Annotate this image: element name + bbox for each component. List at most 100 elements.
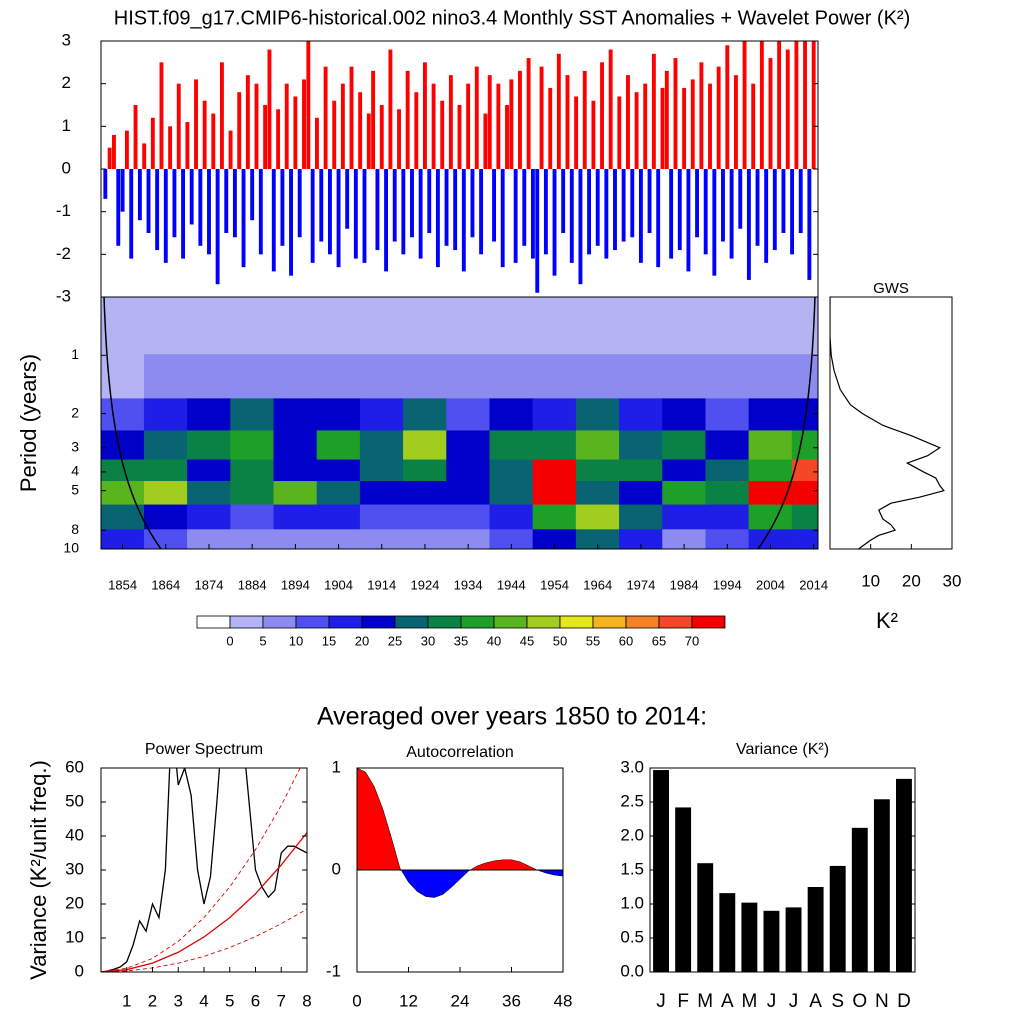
- power-cell: [619, 430, 663, 461]
- spectrum-line: [101, 768, 301, 972]
- colorbar-box: [394, 615, 429, 629]
- power-cell: [489, 459, 534, 482]
- bar: [112, 134, 116, 169]
- power-cell: [791, 354, 818, 399]
- x-tick-label: 8: [302, 991, 311, 1010]
- bar: [306, 41, 311, 169]
- bar: [189, 169, 194, 225]
- bar: [582, 70, 587, 169]
- bar: [241, 169, 246, 268]
- bar: [202, 100, 207, 169]
- bar: [405, 70, 410, 169]
- bar: [371, 70, 376, 169]
- x-tick-label: M: [697, 991, 713, 1012]
- bar: [483, 113, 488, 169]
- power-cell: [187, 297, 231, 355]
- bar: [392, 169, 397, 242]
- power-cell: [662, 459, 706, 482]
- colorbar-box: [229, 615, 264, 629]
- bar: [530, 169, 535, 259]
- bar: [829, 865, 846, 972]
- bar: [522, 169, 527, 246]
- colorbar-label: 40: [487, 633, 501, 648]
- bar: [664, 70, 669, 169]
- bar: [708, 83, 712, 169]
- colorbar-box: [427, 615, 462, 629]
- bar: [254, 83, 259, 169]
- power-cell: [273, 481, 318, 506]
- bar: [518, 70, 522, 169]
- bar: [647, 169, 652, 233]
- bar: [435, 169, 440, 268]
- y-tick-label: 3: [62, 30, 71, 49]
- bar: [176, 83, 181, 169]
- power-cell: [489, 504, 534, 530]
- bar: [613, 169, 617, 251]
- bar: [146, 169, 151, 233]
- bar: [643, 83, 648, 169]
- power-cell: [403, 504, 447, 530]
- power-cell: [575, 430, 620, 461]
- bar: [729, 169, 734, 259]
- y-tick-label: 3: [71, 438, 79, 454]
- bar: [358, 92, 363, 169]
- bar: [552, 169, 557, 276]
- power-cell: [187, 504, 231, 530]
- bar: [785, 49, 790, 169]
- bar: [768, 58, 773, 169]
- y-axis-label: Variance (K²/unit freq.): [26, 760, 51, 980]
- bar: [124, 130, 129, 169]
- bar: [228, 130, 233, 169]
- bar: [159, 62, 164, 170]
- x-tick-label: 1954: [540, 577, 569, 592]
- bar: [896, 778, 912, 972]
- power-cell: [705, 297, 750, 355]
- bar: [764, 169, 769, 263]
- power-cell: [446, 481, 490, 506]
- y-tick-label: 10: [65, 927, 84, 946]
- power-cell: [748, 354, 793, 399]
- x-tick-label: 1854: [108, 577, 137, 592]
- colorbar-label: 20: [355, 633, 369, 648]
- bar: [653, 770, 669, 972]
- bar: [548, 87, 553, 169]
- bar: [466, 83, 471, 169]
- x-tick-label: D: [897, 991, 911, 1012]
- bar: [561, 169, 566, 233]
- power-cell: [619, 459, 663, 482]
- power-cell: [143, 459, 188, 482]
- power-cell: [316, 481, 361, 506]
- bar: [207, 169, 211, 255]
- bar: [543, 169, 548, 255]
- power-cell: [359, 430, 404, 461]
- bar: [423, 62, 427, 170]
- power-cell: [359, 297, 404, 355]
- chart-panel: -1 0 1 0 12 24 36 48 Autocorrelation: [326, 744, 573, 1010]
- y-tick-label: 1: [71, 346, 79, 362]
- power-cell: [619, 354, 663, 399]
- bar: [103, 169, 108, 199]
- colorbar-label: 5: [259, 633, 266, 648]
- bar: [293, 96, 298, 169]
- x-tick-label: 1884: [238, 577, 267, 592]
- power-cell: [446, 354, 490, 399]
- x-tick-label: 1944: [497, 577, 526, 592]
- y-tick-label: 1: [62, 116, 71, 135]
- spectrum-line: [101, 768, 307, 972]
- power-cell: [705, 398, 750, 431]
- spectrum-line: [101, 908, 307, 972]
- bar: [738, 169, 743, 229]
- panel-title: Autocorrelation: [406, 744, 514, 761]
- bar: [310, 169, 315, 263]
- x-tick-label: 5: [225, 991, 234, 1010]
- bar: [798, 169, 803, 233]
- bar: [474, 66, 479, 169]
- chart-panel: 10 20 30 GWS K²: [829, 280, 961, 633]
- bar: [755, 169, 760, 246]
- x-tick-label: 1904: [324, 577, 353, 592]
- colorbar-box: [625, 615, 660, 629]
- y-tick-label: 50: [65, 791, 84, 810]
- y-tick-label: 0.0: [620, 961, 644, 980]
- bar: [401, 169, 406, 255]
